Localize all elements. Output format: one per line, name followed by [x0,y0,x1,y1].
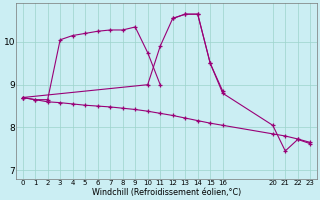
X-axis label: Windchill (Refroidissement éolien,°C): Windchill (Refroidissement éolien,°C) [92,188,241,197]
